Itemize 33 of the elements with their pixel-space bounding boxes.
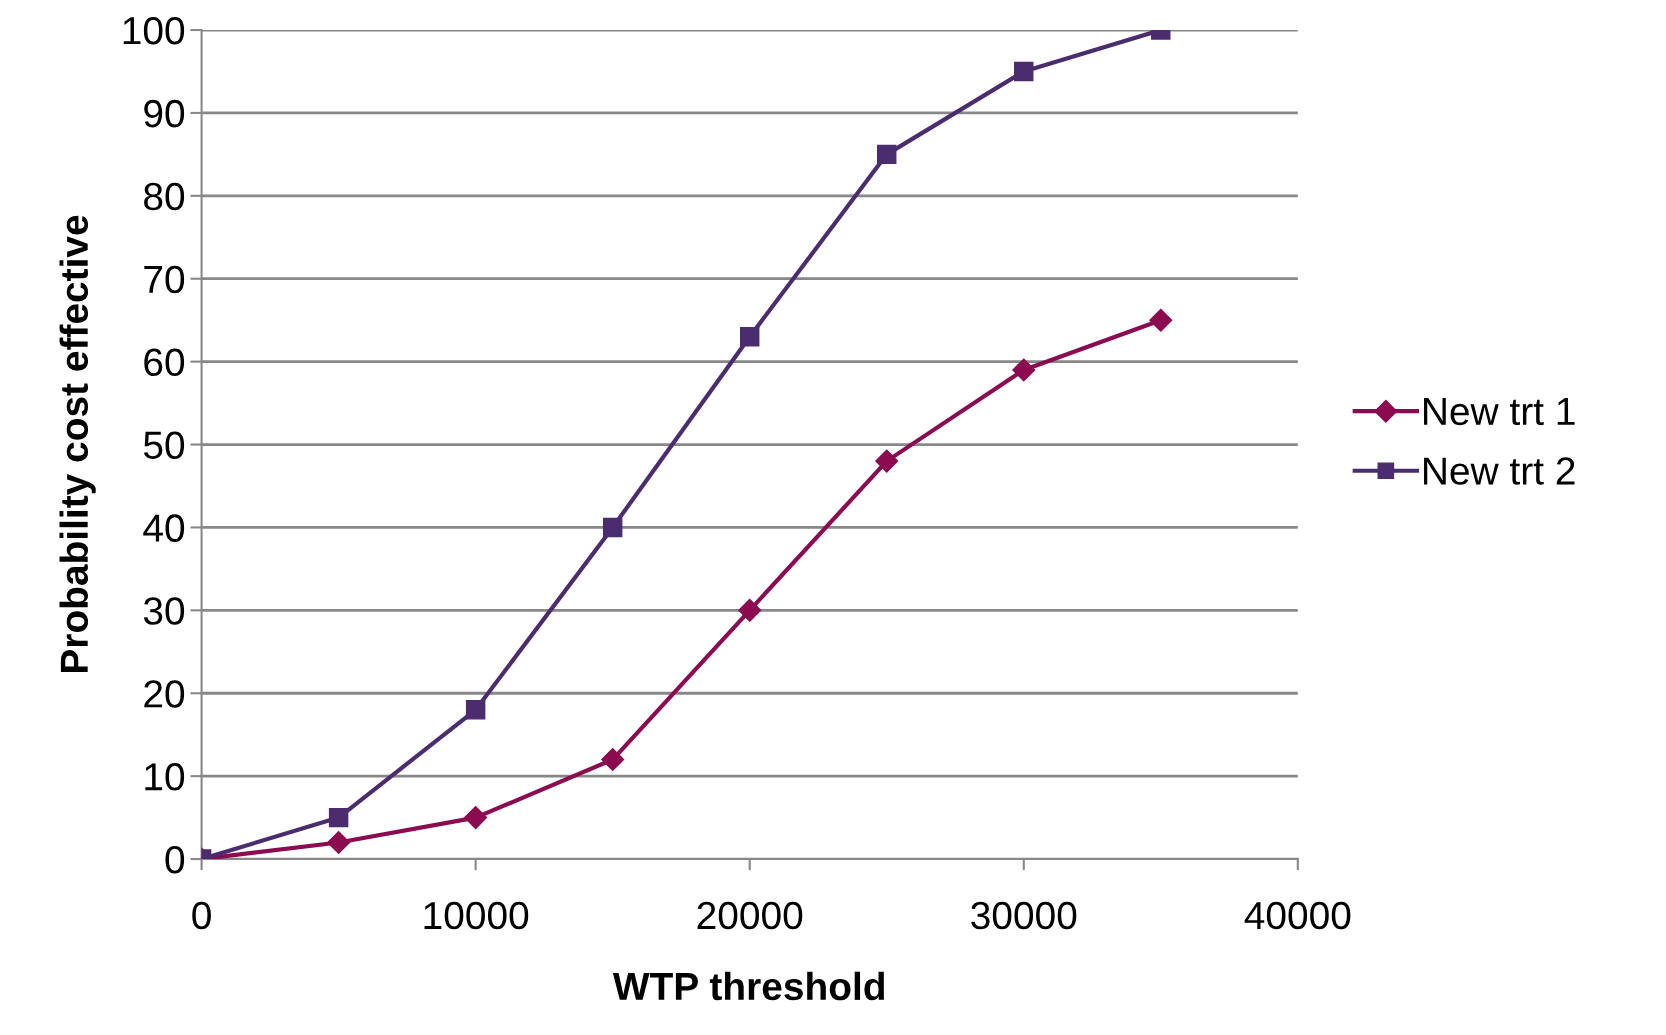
point [739, 327, 760, 347]
x-axis-title: WTP threshold [612, 971, 884, 1001]
y-tick-label: 100 [123, 16, 185, 45]
legend-label: New trt 2 [1424, 457, 1575, 485]
legend-label: New trt 1 [1424, 398, 1575, 426]
point [602, 517, 623, 538]
point [465, 700, 486, 720]
y-axis-title: Probability cost effective [59, 215, 96, 673]
point [327, 830, 351, 854]
point [464, 806, 488, 830]
point [328, 807, 349, 828]
y-tick-label: 70 [144, 265, 185, 294]
x-tick-label: 40000 [1244, 901, 1351, 930]
y-tick-label: 0 [165, 845, 185, 874]
y-tick-label: 30 [143, 597, 185, 625]
point [1012, 358, 1036, 382]
point [738, 598, 762, 622]
y-tick-label: 20 [144, 680, 185, 708]
x-tick-label: 30000 [971, 901, 1077, 930]
x-tick-label: 0 [192, 901, 211, 930]
point [1149, 308, 1173, 332]
point [877, 144, 897, 165]
point [1014, 61, 1034, 82]
y-tick-label: 10 [145, 763, 185, 791]
point [875, 449, 899, 473]
y-tick-label: 90 [144, 99, 185, 128]
x-tick-label: 20000 [697, 901, 803, 930]
y-tick-label: 60 [144, 348, 185, 377]
x-tick-label: 10000 [424, 901, 529, 930]
point [601, 748, 625, 772]
y-tick-label: 80 [144, 182, 185, 211]
y-tick-label: 50 [143, 431, 185, 460]
y-tick-label: 40 [143, 514, 185, 542]
